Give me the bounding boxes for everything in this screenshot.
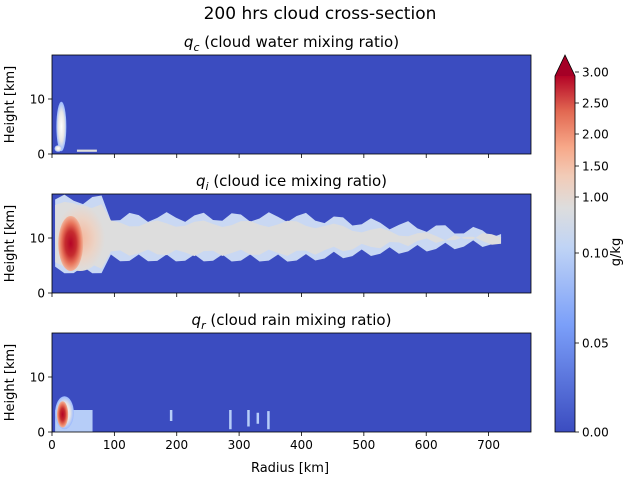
panel-qi-field — [55, 194, 502, 274]
panel-qc-background — [52, 55, 531, 154]
panel-qc-ylabel: Height [km] — [3, 66, 18, 143]
panel-qi-ytick-label: 0 — [37, 287, 45, 301]
panel-qi-region-0-core — [55, 201, 502, 269]
x-axis-label: Radius [km] — [251, 461, 329, 476]
panel-qr-region-7 — [267, 411, 270, 430]
panel-qr-ylabel: Height [km] — [3, 344, 18, 421]
panel-qc: qc (cloud water mixing ratio) Height [km]… — [3, 33, 532, 162]
panel-qc-region-1 — [54, 145, 62, 152]
panel-qr-xtick-label: 400 — [290, 438, 313, 452]
panels: qc (cloud water mixing ratio) Height [km]… — [3, 33, 532, 452]
colorbar-tick-label: 1.00 — [582, 191, 609, 205]
panel-qr: qr (cloud rain mixing ratio) Height [km] 0… — [3, 311, 532, 452]
colorbar-ticks: 0.00 0.05 0.10 1.00 1.50 2.00 2.50 3.00 — [575, 66, 609, 440]
panel-qr-xtick-label: 0 — [48, 438, 56, 452]
colorbar-tick-label: 2.50 — [582, 97, 609, 111]
colorbar-tick-label: 0.10 — [582, 247, 609, 261]
panel-qr-region-6 — [256, 412, 260, 424]
panel-qi-ylabel: Height [km] — [3, 205, 18, 282]
panel-qc-region-0 — [56, 101, 67, 152]
colorbar-outline — [554, 54, 576, 433]
colorbar-gradient — [555, 76, 575, 432]
panel-qr-region-4 — [229, 410, 232, 430]
panel-qr-region-2 — [56, 401, 69, 428]
panel-qr-region-3 — [169, 410, 173, 421]
panel-qi-region-2 — [58, 216, 84, 271]
panel-qc-ytick-label: 10 — [30, 93, 45, 107]
panel-qr-field — [55, 396, 270, 432]
panel-qc-frame — [51, 54, 532, 155]
panel-qr-ytick-label: 10 — [30, 371, 45, 385]
panel-qr-title: qr (cloud rain mixing ratio) — [192, 311, 392, 332]
colorbar-label: g/kg — [609, 238, 624, 266]
colorbar-extend-arrow — [555, 55, 575, 76]
figure-title: 200 hrs cloud cross-section — [204, 4, 437, 24]
panel-qr-xtick-label: 600 — [415, 438, 438, 452]
panel-qr-xtick-label: 300 — [228, 438, 251, 452]
panel-qr-ytick-label: 0 — [37, 426, 45, 440]
panel-qi-ytick-label: 10 — [30, 232, 45, 246]
panel-qr-region-5 — [247, 410, 250, 427]
panel-qr-background — [52, 333, 531, 432]
panel-qc-field — [54, 101, 97, 152]
panel-qc-ytick-label: 0 — [37, 148, 45, 162]
colorbar-tick-label: 2.00 — [582, 128, 609, 142]
colorbar-tick-label: 3.00 — [582, 66, 609, 80]
colorbar-tick-label: 0.05 — [582, 337, 609, 351]
panel-qi-frame — [51, 193, 532, 294]
panel-qc-region-2 — [76, 149, 97, 152]
panel-qr-xtick-label: 500 — [352, 438, 375, 452]
panel-qi: qi (cloud ice mixing ratio) Height [km] 0 1… — [3, 172, 532, 301]
panel-qr-xtick-label: 700 — [477, 438, 500, 452]
panel-qr-xtick-label: 100 — [103, 438, 126, 452]
panel-qc-title: qc (cloud water mixing ratio) — [184, 33, 399, 54]
panel-qr-xtick-label: 200 — [165, 438, 188, 452]
colorbar-tick-label: 1.50 — [582, 160, 609, 174]
colorbar-tick-label: 0.00 — [582, 426, 609, 440]
panel-qi-title: qi (cloud ice mixing ratio) — [196, 172, 387, 193]
colorbar: 0.00 0.05 0.10 1.00 1.50 2.00 2.50 3.00 g/kg — [554, 54, 624, 440]
panel-qr-frame — [51, 332, 532, 433]
